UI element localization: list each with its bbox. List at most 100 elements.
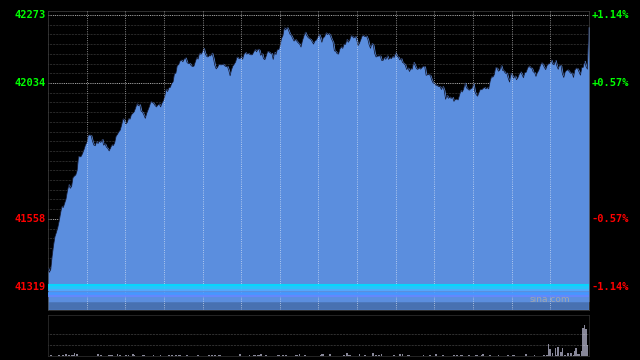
Bar [321,355,323,356]
Bar [71,355,72,356]
Bar [305,355,306,356]
Bar [143,355,145,356]
Text: -0.57%: -0.57% [591,214,629,224]
Bar [394,355,395,356]
Bar [407,355,409,356]
Bar [498,355,499,356]
Bar [68,355,70,356]
Bar [72,355,74,356]
Bar [349,355,351,356]
Bar [299,355,300,356]
Bar [375,355,377,356]
Bar [186,355,188,356]
Bar [489,355,491,356]
Bar [343,355,345,356]
Bar [319,355,321,356]
Bar [330,354,331,356]
Bar [132,354,134,356]
Bar [578,354,580,356]
Bar [358,354,360,356]
Bar [534,355,536,356]
Bar [548,344,549,356]
Bar [547,355,548,356]
Bar [581,351,582,356]
Bar [65,354,67,356]
Bar [296,355,298,356]
Bar [435,354,436,356]
Bar [209,355,210,356]
Bar [74,354,76,356]
Bar [587,346,588,356]
Bar [573,355,574,356]
Bar [422,355,424,356]
Bar [171,355,173,356]
Bar [257,355,259,356]
Bar [584,325,586,356]
Bar [574,351,576,356]
Bar [276,355,278,356]
Bar [481,355,483,356]
Bar [513,355,515,356]
Bar [109,355,111,356]
Bar [111,355,113,356]
Bar [477,355,479,356]
Bar [254,355,256,356]
Bar [557,347,559,356]
Bar [179,355,181,356]
Bar [570,353,572,356]
Bar [575,348,577,356]
Bar [58,355,60,356]
Bar [399,354,401,356]
Bar [476,355,477,356]
Bar [543,355,545,356]
Bar [429,355,431,356]
Bar [511,355,513,356]
Bar [97,354,99,356]
Bar [372,353,374,356]
Bar [116,354,118,356]
Bar [582,328,584,356]
Bar [218,355,220,356]
Bar [323,354,324,356]
Bar [453,355,455,356]
Text: +0.57%: +0.57% [591,78,629,88]
Text: 41558: 41558 [14,214,45,224]
Text: 42273: 42273 [14,10,45,20]
Bar [153,355,154,356]
Bar [50,355,52,356]
Bar [108,355,110,356]
Bar [561,348,563,356]
Text: 42034: 42034 [14,78,45,88]
Bar [460,355,461,356]
Text: sina.com: sina.com [529,294,570,303]
Bar [564,355,566,356]
Bar [468,355,470,356]
Bar [197,355,199,356]
Bar [211,355,213,356]
Bar [461,355,463,356]
Bar [442,355,444,356]
Bar [260,354,262,356]
Bar [285,355,287,356]
Bar [483,354,484,356]
Bar [48,288,589,310]
Bar [253,355,255,356]
Bar [346,354,348,356]
Bar [160,355,161,356]
Bar [175,355,177,356]
Bar [456,355,458,356]
Bar [266,355,267,356]
Bar [220,355,221,356]
Bar [549,349,550,356]
Bar [178,355,179,356]
Bar [133,355,135,356]
Bar [577,354,579,356]
Bar [552,353,554,356]
Bar [249,355,250,356]
Bar [120,355,121,356]
Bar [294,355,296,356]
Bar [556,355,557,356]
Bar [408,355,410,356]
Bar [567,353,569,356]
Bar [560,352,562,356]
